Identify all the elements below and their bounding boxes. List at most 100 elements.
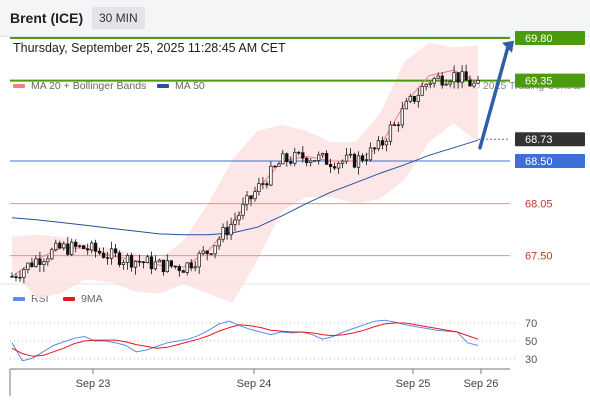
- candle-body-84: [344, 154, 349, 162]
- legend-ma50: MA 50: [157, 80, 205, 92]
- projection-arrow-head-icon: [502, 40, 514, 53]
- candle-body-86: [352, 153, 357, 168]
- candle-body-72: [297, 151, 301, 154]
- level-box-0: [515, 31, 585, 45]
- candle-body-62: [257, 183, 261, 192]
- legend-rsi-ma: 9MA: [63, 293, 103, 305]
- candle-body-36: [153, 261, 158, 270]
- candle-body-9: [46, 258, 50, 263]
- candle-body-109: [444, 83, 448, 86]
- candle-body-34: [145, 256, 150, 263]
- candle-body-35: [149, 256, 154, 270]
- candle-body-26: [113, 248, 118, 254]
- level-label-0: 69.80: [525, 33, 553, 45]
- candle-body-100: [408, 95, 412, 102]
- candle-body-65: [269, 165, 273, 186]
- candle-body-82: [336, 162, 341, 169]
- candle-body-96: [392, 124, 397, 126]
- candle-body-61: [253, 191, 257, 200]
- candle-body-112: [456, 72, 460, 83]
- price-levels: [10, 37, 510, 257]
- legend-ma20-label: MA 20 + Bollinger Bands: [31, 80, 147, 92]
- candle-body-117: [476, 80, 480, 84]
- rsi-swatch-icon: [13, 297, 25, 301]
- candle-body-50: [209, 253, 213, 255]
- level-label-5: 67.50: [525, 251, 553, 263]
- candle-body-49: [205, 250, 209, 255]
- candle-body-54: [225, 227, 229, 236]
- candle-body-4: [26, 262, 30, 270]
- candle-body-47: [197, 252, 201, 268]
- candle-body-51: [213, 245, 217, 255]
- candle-body-48: [201, 250, 205, 254]
- candle-body-30: [129, 255, 134, 268]
- rsi-tick-0: 70: [525, 318, 537, 330]
- chart-datetime: Thursday, September 25, 2025 11:28:45 AM…: [13, 41, 286, 55]
- candle-body-22: [97, 250, 102, 254]
- candle-body-24: [105, 257, 110, 259]
- candle-body-95: [388, 124, 393, 142]
- level-box-1: [515, 73, 585, 88]
- rsi-ma-swatch-icon: [63, 297, 75, 301]
- candle-body-103: [420, 86, 424, 96]
- candle-body-63: [261, 183, 265, 185]
- candle-body-59: [245, 195, 249, 205]
- candle-body-2: [18, 276, 22, 279]
- candle-body-13: [62, 243, 66, 249]
- candle-body-102: [416, 94, 420, 102]
- candle-body-53: [221, 227, 225, 240]
- candle-body-46: [193, 266, 197, 269]
- candle-body-55: [229, 224, 233, 236]
- candle-body-6: [34, 258, 38, 267]
- candle-body-104: [424, 83, 428, 87]
- candle-body-66: [273, 165, 277, 168]
- candle-body-21: [93, 242, 98, 252]
- candle-body-87: [356, 155, 361, 168]
- candle-body-89: [364, 159, 369, 161]
- level-label-4: 68.05: [525, 199, 553, 211]
- candle-body-76: [313, 160, 317, 162]
- candle-body-52: [217, 238, 221, 247]
- candle-body-0: [10, 276, 14, 278]
- interval-button[interactable]: 30 MIN: [92, 7, 145, 29]
- candle-body-57: [237, 214, 241, 221]
- legend-ma20: MA 20 + Bollinger Bands: [13, 80, 146, 92]
- candle-body-93: [380, 140, 385, 146]
- candle-body-19: [86, 248, 90, 251]
- candle-body-101: [412, 95, 416, 102]
- candle-body-77: [317, 154, 321, 161]
- candle-body-99: [404, 100, 408, 110]
- candle-body-32: [137, 261, 142, 263]
- candle-body-5: [30, 262, 34, 267]
- instrument-title: Brent (ICE): [10, 10, 84, 26]
- candle-body-64: [265, 183, 269, 186]
- x-axis: Sep 23 Sep 24 Sep 25 Sep 26: [9, 368, 510, 396]
- rsi-ma-line: [11, 322, 479, 357]
- candle-body-40: [169, 260, 173, 267]
- candle-body-74: [305, 157, 309, 163]
- candle-body-75: [309, 160, 313, 163]
- candle-body-33: [141, 261, 146, 264]
- rsi-tick-2: 30: [525, 354, 537, 366]
- ma50-line: [11, 139, 479, 236]
- candle-body-110: [448, 81, 452, 85]
- x-tick-label-2: Sep 25: [396, 378, 431, 390]
- ma50-swatch-icon: [157, 84, 169, 88]
- level-box-2: [515, 132, 585, 147]
- price-level-labels: 69.80 69.35 68.73 68.50 68.05 67.50: [515, 31, 585, 263]
- level-label-1: 69.35: [525, 76, 553, 88]
- bollinger-fill: [12, 42, 478, 303]
- candle-body-88: [360, 155, 365, 161]
- candle-body-90: [368, 147, 373, 161]
- candle-body-17: [78, 245, 82, 247]
- candle-body-11: [54, 242, 58, 251]
- candle-body-78: [321, 153, 325, 156]
- candle-body-68: [281, 153, 285, 165]
- candle-body-71: [293, 151, 297, 164]
- candle-body-44: [185, 262, 189, 273]
- rsi-panel: 70 50 30: [0, 283, 590, 366]
- candle-body-3: [22, 269, 26, 278]
- candle-body-29: [125, 255, 130, 263]
- level-box-3: [515, 154, 585, 168]
